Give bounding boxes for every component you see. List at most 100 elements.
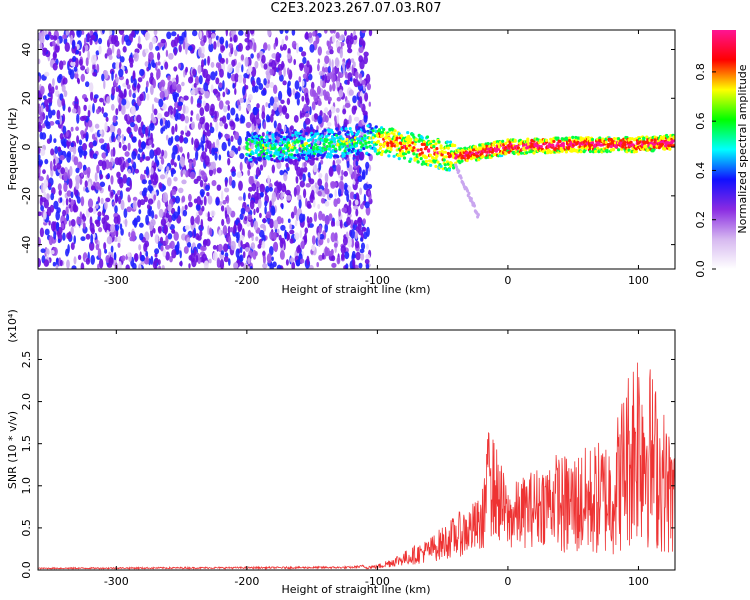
spectrogram-cell: [45, 34, 50, 41]
spectrogram-cell: [100, 144, 106, 150]
spectrogram-cell: [150, 85, 154, 95]
spectrogram-ridge-cell: [463, 146, 467, 150]
spectrogram-cell: [85, 57, 89, 67]
spectrogram-cell: [77, 145, 84, 154]
spectrogram-ridge-cell: [316, 132, 320, 136]
spectrogram-cell: [77, 105, 81, 116]
spectrogram-ridge-cell: [481, 154, 485, 158]
spectrogram-cell: [210, 210, 216, 217]
spectrogram-cell: [200, 170, 205, 176]
spectrogram-cell: [229, 150, 235, 158]
spectrogram-ridge-cell: [415, 157, 419, 161]
spectrogram-cell: [104, 201, 108, 210]
spectrogram-cell: [308, 216, 313, 224]
spectrogram-cell: [326, 122, 332, 127]
spectrogram-cell: [182, 169, 186, 175]
spectrogram-ridge-cell: [350, 132, 354, 136]
spectrogram-cell: [50, 35, 54, 40]
spectrogram-cell: [235, 113, 239, 121]
spectrogram-cell: [55, 85, 58, 90]
spectrogram-cell: [88, 207, 94, 213]
spectrogram-ridge-cell: [294, 159, 298, 163]
spectrogram-cell: [277, 181, 283, 192]
spectrogram-ridge-cell: [490, 150, 494, 154]
spectrogram-cell: [289, 229, 295, 235]
spectrogram-cell: [112, 62, 117, 70]
spectrogram-cell: [328, 193, 333, 198]
spectrogram-cell: [126, 84, 131, 90]
spectrogram-cell: [261, 132, 265, 137]
spectrogram-cell: [191, 137, 194, 146]
spectrogram-cell: [261, 89, 267, 96]
spectrogram-cell: [82, 222, 86, 230]
spectrogram-ridge-cell: [621, 145, 625, 149]
spectrogram-cell: [306, 255, 310, 266]
spectrogram-cell: [247, 229, 252, 239]
spectrogram-cell: [75, 126, 79, 131]
snr-x-ticks: -300 -200 -100 0 100: [104, 330, 649, 588]
spectrogram-tail-cell: [476, 213, 480, 217]
spectrogram-cell: [269, 231, 274, 240]
spectrogram-cell: [262, 254, 266, 265]
spectrogram-ridge-cell: [336, 155, 340, 159]
spectrogram-cell: [255, 236, 259, 242]
spectrogram-ridge-cell: [444, 155, 448, 159]
spectrogram-cell: [248, 94, 253, 101]
spectrogram-cell: [84, 37, 87, 46]
spectrogram-ridge-cell: [419, 157, 423, 161]
spectrogram-ridge-cell: [325, 138, 329, 142]
spectrogram-ridge-cell: [378, 146, 383, 150]
spectrogram-ridge-cell: [671, 139, 675, 143]
spectrogram-cell: [160, 245, 164, 252]
spectrogram-cell: [166, 177, 172, 187]
spectrogram-cell: [208, 168, 214, 177]
spectrogram-cell: [348, 89, 354, 96]
spectrogram-ridge-cell: [439, 144, 443, 148]
spectrogram-ridge-cell: [446, 151, 450, 156]
spectrogram-ridge-cell: [504, 151, 508, 155]
spectrogram-cell: [225, 87, 228, 94]
spectrogram-ridge-cell: [382, 144, 386, 148]
spectrogram-cell: [87, 32, 90, 42]
spectrogram-cell: [318, 71, 325, 76]
spectrogram-cell: [238, 234, 245, 241]
spectrogram-ridge-cell: [571, 135, 575, 139]
spectrogram-cell: [250, 242, 256, 250]
spectrogram-cell: [307, 220, 311, 229]
spectrogram-cell: [199, 116, 205, 125]
spectrogram-cell: [187, 151, 190, 160]
spectrogram-ridge-cell: [293, 153, 297, 157]
spectrogram-ridge-cell: [284, 155, 289, 159]
spectrogram-ridge-cell: [501, 139, 505, 143]
spectrogram-cell: [219, 57, 225, 64]
spectrogram-cell: [202, 100, 206, 107]
spectrogram-cell: [318, 173, 323, 179]
spectrogram-cell: [233, 34, 238, 43]
spectrogram-cell: [115, 61, 120, 70]
spectrogram-ridge-cell: [617, 148, 621, 152]
spectrogram-cell: [53, 52, 57, 59]
spectrogram-cell: [247, 104, 252, 112]
spectrogram-cell: [159, 174, 166, 180]
spectrogram-cell: [243, 192, 246, 202]
spectrogram-ridge-cell: [526, 140, 530, 144]
spectrogram-ridge-cell: [381, 133, 385, 137]
spectrogram-cell: [214, 110, 218, 120]
spectrogram-cell: [59, 133, 64, 140]
spectrogram-cell: [294, 232, 300, 240]
spectrogram-cell: [332, 82, 336, 92]
spectrogram-cell: [304, 92, 309, 103]
spectrogram-cell: [46, 206, 52, 217]
spectrogram-cell: [160, 79, 166, 88]
spectrogram-cell: [362, 227, 367, 232]
spectrogram-cell: [127, 168, 131, 174]
spectrogram-cell: [174, 123, 178, 133]
spectrogram-cell: [132, 262, 137, 269]
spectrogram-ridge-cell: [668, 147, 672, 151]
spectrogram-cell: [73, 205, 79, 213]
spectrogram-cell: [188, 193, 192, 202]
spectrogram-cell: [159, 236, 164, 244]
spectrogram-cell: [174, 195, 181, 204]
spectrogram-cell: [146, 80, 149, 88]
spectrogram-cell: [156, 68, 161, 79]
